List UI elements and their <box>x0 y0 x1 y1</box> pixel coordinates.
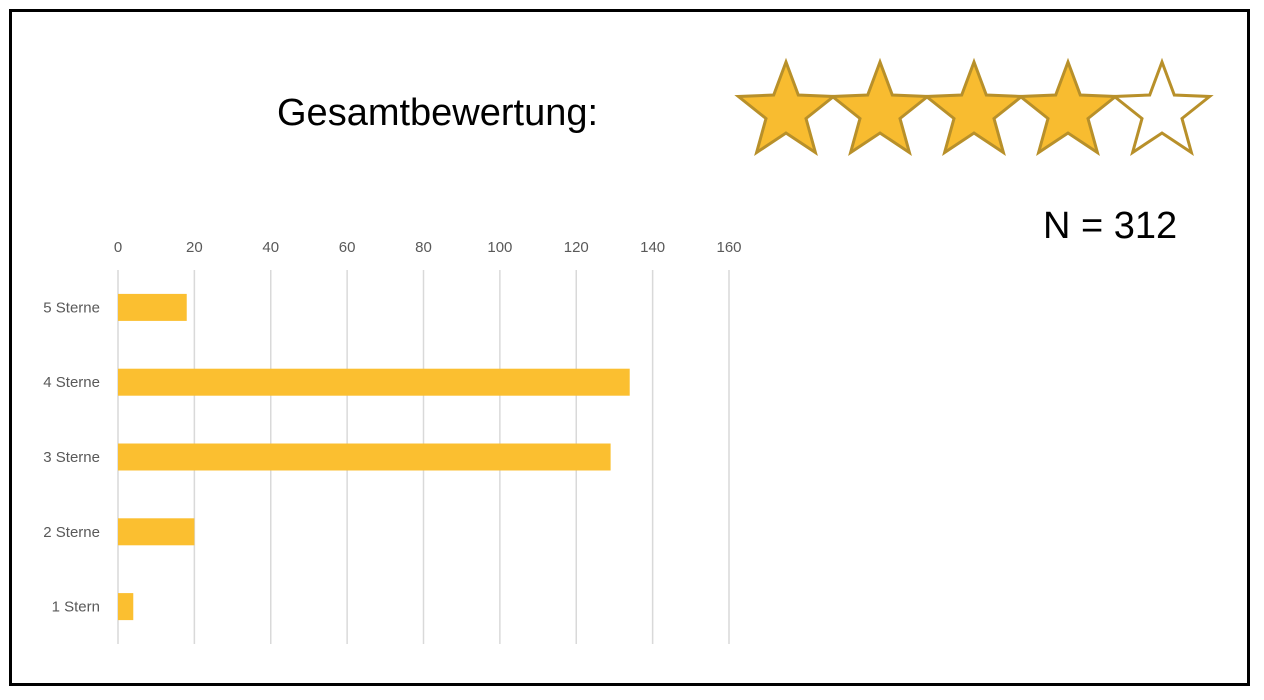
star-filled-icon <box>734 57 838 156</box>
bar <box>118 518 195 546</box>
star-empty-icon <box>1110 57 1214 156</box>
star-filled-icon <box>922 57 1026 156</box>
category-label: 4 Sterne <box>43 374 100 391</box>
sample-size-label: N = 312 <box>1043 205 1178 247</box>
x-tick-label: 140 <box>640 239 665 256</box>
x-tick-label: 0 <box>114 239 122 256</box>
x-tick-label: 20 <box>186 239 203 256</box>
figure-frame <box>9 9 1250 686</box>
category-label: 1 Stern <box>52 599 100 616</box>
overall-rating-title: Gesamtbewertung: <box>277 92 599 134</box>
category-label: 5 Sterne <box>43 299 100 316</box>
star-filled-icon <box>1016 57 1120 156</box>
x-tick-label: 80 <box>415 239 432 256</box>
x-tick-label: 160 <box>716 239 741 256</box>
category-label: 2 Sterne <box>43 524 100 541</box>
star-filled-icon <box>828 57 932 156</box>
bar <box>118 443 611 471</box>
x-tick-label: 60 <box>339 239 356 256</box>
bar <box>118 593 134 621</box>
x-tick-label: 40 <box>262 239 279 256</box>
bar <box>118 293 187 321</box>
x-tick-label: 100 <box>487 239 512 256</box>
bar <box>118 368 630 396</box>
category-label: 3 Sterne <box>43 449 100 466</box>
x-tick-label: 120 <box>564 239 589 256</box>
